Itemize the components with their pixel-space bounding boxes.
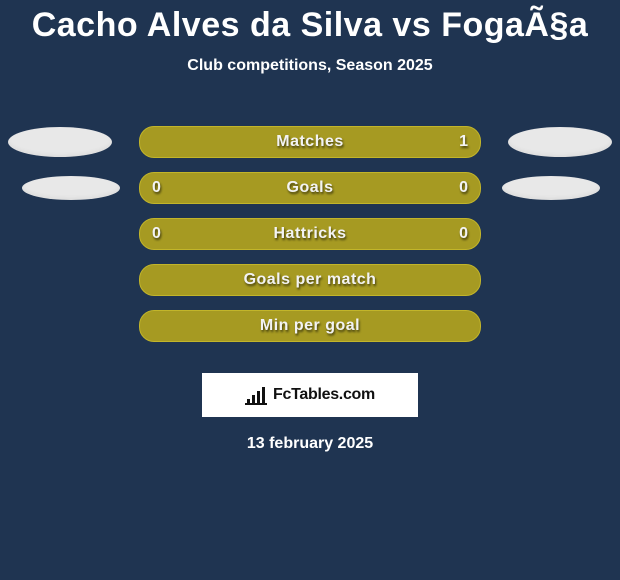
stat-right-value: 0 — [459, 173, 468, 203]
footer-date: 13 february 2025 — [0, 435, 620, 453]
page-title: Cacho Alves da Silva vs FogaÃ§a — [0, 0, 620, 45]
player-left-badge — [22, 176, 120, 200]
player-right-badge — [502, 176, 600, 200]
page-subtitle: Club competitions, Season 2025 — [0, 57, 620, 75]
stat-label: Min per goal — [260, 317, 360, 335]
stat-bar: 0 Hattricks 0 — [139, 218, 481, 250]
stat-bar: Matches 1 — [139, 126, 481, 158]
stats-card: Cacho Alves da Silva vs FogaÃ§a Club com… — [0, 0, 620, 580]
branding-badge: FcTables.com — [202, 373, 418, 417]
stat-label: Goals — [287, 179, 334, 197]
stat-bar: Goals per match — [139, 264, 481, 296]
stat-row: Goals per match — [0, 257, 620, 303]
stat-bar: 0 Goals 0 — [139, 172, 481, 204]
stat-label: Matches — [276, 133, 344, 151]
stat-left-value: 0 — [152, 219, 161, 249]
player-left-badge — [8, 127, 112, 157]
stats-table: Matches 1 0 Goals 0 0 Hattricks 0 — [0, 119, 620, 349]
player-right-badge — [508, 127, 612, 157]
bar-chart-icon — [245, 385, 267, 405]
stat-right-value: 0 — [459, 219, 468, 249]
stat-left-value: 0 — [152, 173, 161, 203]
stat-row: 0 Hattricks 0 — [0, 211, 620, 257]
stat-row: 0 Goals 0 — [0, 165, 620, 211]
stat-right-value: 1 — [459, 127, 468, 157]
stat-row: Min per goal — [0, 303, 620, 349]
stat-label: Goals per match — [244, 271, 377, 289]
stat-bar: Min per goal — [139, 310, 481, 342]
stat-row: Matches 1 — [0, 119, 620, 165]
stat-label: Hattricks — [274, 225, 347, 243]
branding-text: FcTables.com — [273, 386, 375, 404]
